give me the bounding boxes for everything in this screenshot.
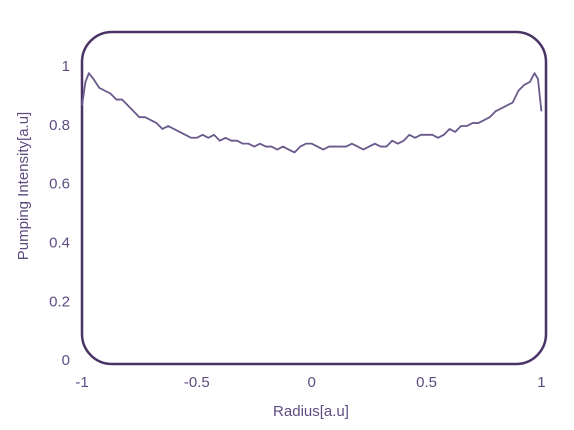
x-axis-label: Radius[a.u]	[273, 403, 349, 420]
y-axis-label: Pumping Intensity[a.u]	[15, 112, 32, 260]
y-tick-label: 0.2	[49, 293, 70, 310]
x-tick-label: 0.5	[416, 374, 437, 391]
y-tick-label: 0.4	[49, 235, 70, 252]
x-tick-label: 0	[308, 374, 316, 391]
y-tick-label: 0.6	[49, 176, 70, 193]
data-line	[81, 72, 543, 154]
y-tick-label: 1	[62, 58, 70, 75]
y-tick-label: 0.8	[49, 117, 70, 134]
y-tick-label: 0	[62, 352, 70, 369]
x-tick-label: -0.5	[184, 374, 210, 391]
plot-frame	[80, 30, 548, 366]
x-tick-label: -1	[75, 374, 88, 391]
x-tick-label: 1	[537, 374, 545, 391]
